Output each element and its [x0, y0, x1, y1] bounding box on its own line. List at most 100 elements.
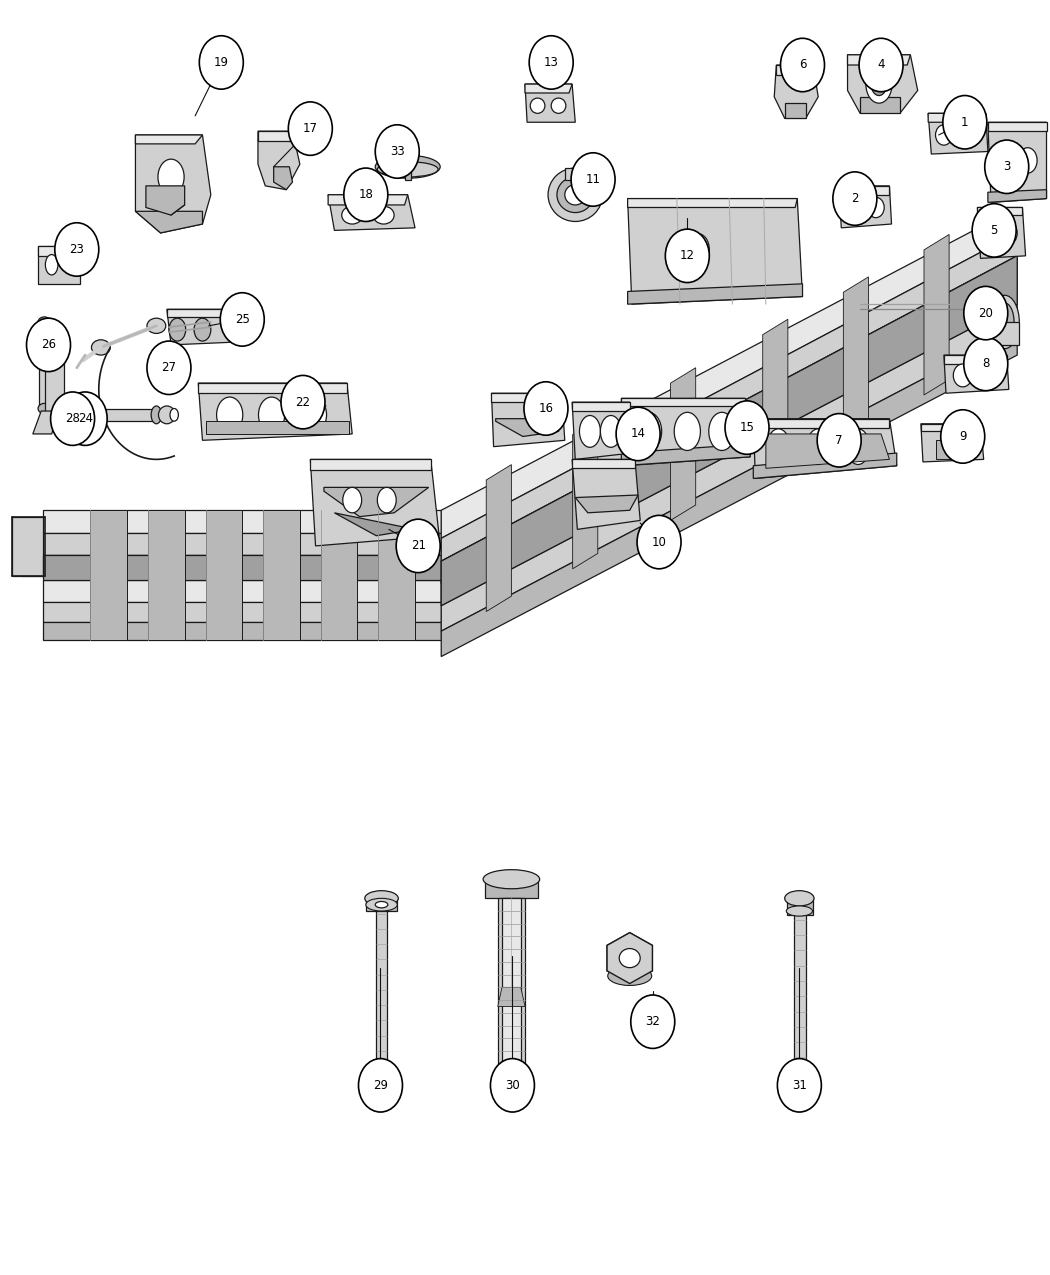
Polygon shape: [776, 65, 813, 75]
Circle shape: [375, 125, 419, 178]
Ellipse shape: [169, 319, 186, 342]
Polygon shape: [607, 932, 652, 983]
Circle shape: [817, 413, 861, 467]
Polygon shape: [525, 84, 572, 93]
Text: 14: 14: [631, 427, 646, 440]
Polygon shape: [43, 580, 441, 602]
Circle shape: [964, 338, 1008, 390]
Circle shape: [943, 96, 987, 149]
Text: 3: 3: [1003, 161, 1010, 173]
Ellipse shape: [551, 98, 566, 113]
Circle shape: [964, 287, 1008, 340]
Polygon shape: [753, 418, 897, 478]
Circle shape: [833, 172, 877, 226]
Text: 10: 10: [652, 536, 667, 548]
Polygon shape: [45, 357, 64, 421]
Polygon shape: [628, 284, 802, 305]
Polygon shape: [311, 459, 430, 469]
Ellipse shape: [38, 317, 50, 328]
Text: 27: 27: [162, 361, 176, 375]
Polygon shape: [843, 277, 868, 435]
Ellipse shape: [548, 168, 603, 222]
Text: 5: 5: [990, 224, 998, 237]
Polygon shape: [135, 135, 211, 233]
Text: 23: 23: [69, 244, 84, 256]
Polygon shape: [441, 305, 1017, 631]
Circle shape: [724, 400, 769, 454]
Circle shape: [666, 230, 710, 283]
Polygon shape: [167, 310, 224, 317]
Ellipse shape: [995, 303, 1014, 342]
Text: 25: 25: [235, 312, 250, 326]
Ellipse shape: [709, 412, 735, 450]
Ellipse shape: [565, 185, 586, 205]
Polygon shape: [928, 113, 986, 122]
Ellipse shape: [766, 428, 790, 464]
Polygon shape: [43, 555, 441, 580]
Polygon shape: [491, 393, 565, 446]
Polygon shape: [978, 208, 1023, 215]
Ellipse shape: [601, 416, 622, 448]
Polygon shape: [572, 459, 640, 529]
Circle shape: [571, 153, 615, 207]
Ellipse shape: [375, 156, 440, 178]
Polygon shape: [441, 233, 1017, 561]
Circle shape: [490, 1058, 534, 1112]
Polygon shape: [921, 423, 984, 462]
Polygon shape: [43, 602, 441, 622]
Circle shape: [637, 515, 681, 569]
Polygon shape: [33, 411, 59, 434]
Text: 1: 1: [961, 116, 968, 129]
Text: 22: 22: [295, 395, 311, 409]
Polygon shape: [628, 199, 797, 208]
Polygon shape: [936, 440, 967, 459]
Polygon shape: [765, 434, 889, 468]
Ellipse shape: [194, 319, 211, 342]
Text: 18: 18: [358, 189, 373, 201]
Polygon shape: [525, 84, 575, 122]
Polygon shape: [198, 382, 346, 393]
Ellipse shape: [1018, 148, 1037, 173]
Ellipse shape: [258, 397, 285, 432]
Ellipse shape: [990, 296, 1020, 348]
Ellipse shape: [341, 207, 362, 224]
Ellipse shape: [45, 255, 58, 275]
Polygon shape: [928, 113, 988, 154]
Ellipse shape: [530, 98, 545, 113]
Text: 8: 8: [982, 357, 989, 371]
Polygon shape: [328, 195, 407, 205]
Polygon shape: [794, 1080, 805, 1098]
Text: 6: 6: [799, 59, 806, 71]
Ellipse shape: [375, 901, 387, 908]
Polygon shape: [441, 208, 1017, 538]
Ellipse shape: [159, 405, 175, 423]
Text: 2: 2: [852, 193, 859, 205]
Circle shape: [529, 36, 573, 89]
Polygon shape: [786, 899, 813, 915]
Polygon shape: [622, 398, 744, 405]
Polygon shape: [622, 398, 750, 465]
Text: 24: 24: [78, 412, 92, 425]
Ellipse shape: [62, 259, 70, 272]
Polygon shape: [264, 510, 300, 640]
Text: 33: 33: [390, 145, 404, 158]
Ellipse shape: [608, 966, 652, 986]
Polygon shape: [38, 246, 80, 284]
Text: 15: 15: [739, 421, 755, 434]
Ellipse shape: [866, 65, 892, 103]
Ellipse shape: [846, 428, 869, 464]
Text: 28: 28: [65, 412, 80, 425]
Polygon shape: [43, 516, 64, 548]
Circle shape: [55, 223, 99, 277]
Circle shape: [777, 1058, 821, 1112]
Circle shape: [147, 342, 191, 394]
Polygon shape: [565, 168, 586, 180]
Polygon shape: [978, 208, 1026, 259]
Ellipse shape: [556, 177, 593, 213]
Circle shape: [50, 391, 94, 445]
Circle shape: [859, 38, 903, 92]
Polygon shape: [628, 199, 802, 305]
Circle shape: [972, 204, 1016, 258]
Polygon shape: [441, 256, 1017, 606]
Polygon shape: [321, 510, 357, 640]
